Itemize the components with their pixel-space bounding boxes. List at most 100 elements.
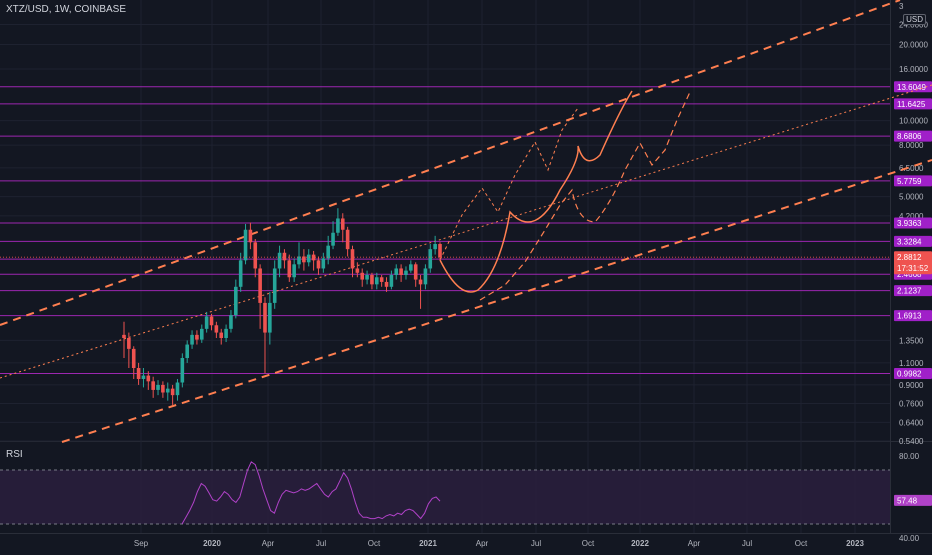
price-tick-label: 5.0000	[899, 193, 924, 202]
candle-body[interactable]	[379, 277, 384, 282]
candle-body[interactable]	[355, 268, 360, 273]
candle-body[interactable]	[297, 256, 301, 265]
candle-body[interactable]	[253, 242, 258, 269]
candle-body[interactable]	[209, 316, 214, 326]
level-price-label: 11.6425	[897, 100, 926, 109]
candle-body[interactable]	[268, 302, 272, 333]
candle-body[interactable]	[185, 344, 189, 359]
candle-body[interactable]	[423, 268, 428, 285]
candle-body[interactable]	[224, 328, 228, 339]
current-price-label: 2.8812	[897, 253, 922, 262]
candle-body[interactable]	[316, 260, 321, 269]
candle-body[interactable]	[272, 268, 277, 303]
candle-body[interactable]	[248, 229, 253, 243]
projection-path-tertiary[interactable]	[479, 91, 691, 301]
candle-body[interactable]	[282, 252, 287, 261]
candle-body[interactable]	[375, 277, 379, 285]
candle-body[interactable]	[311, 254, 316, 261]
candle-body[interactable]	[433, 243, 437, 250]
candle-body[interactable]	[195, 334, 199, 340]
candle-body[interactable]	[258, 268, 262, 303]
level-price-tag	[894, 175, 932, 187]
candle-body[interactable]	[302, 256, 306, 263]
candle-body[interactable]	[413, 264, 418, 280]
price-tick-label: 4.2000	[899, 212, 924, 221]
candle-body[interactable]	[238, 260, 243, 287]
rsi-value-tag	[894, 494, 932, 506]
candle-body[interactable]	[350, 249, 355, 269]
level-price-label: 3.9363	[897, 219, 922, 228]
candle-body[interactable]	[204, 316, 209, 329]
channel-upper-line[interactable]	[0, 0, 901, 326]
candle-body[interactable]	[370, 274, 374, 285]
rsi-tick-label: 80.00	[899, 452, 920, 461]
candle-body[interactable]	[340, 218, 345, 230]
channel-lower-line[interactable]	[61, 159, 932, 443]
projection-path-primary[interactable]	[439, 90, 633, 293]
candle-body[interactable]	[389, 274, 394, 287]
candle-body[interactable]	[384, 281, 389, 287]
time-tick-label: Sep	[134, 539, 149, 548]
candle-body[interactable]	[219, 332, 224, 339]
price-tick-label: 20.0000	[899, 41, 928, 50]
candle-body[interactable]	[156, 384, 160, 390]
candle-body[interactable]	[438, 243, 442, 258]
candle-body[interactable]	[165, 388, 170, 393]
candle-body[interactable]	[161, 384, 165, 393]
time-tick-label: 2021	[419, 539, 437, 548]
price-tick-label: 10.0000	[899, 117, 928, 126]
level-price-label: 2.4668	[897, 270, 922, 279]
candle-body[interactable]	[229, 315, 233, 329]
candle-body[interactable]	[428, 249, 433, 269]
candle-body[interactable]	[146, 375, 151, 382]
candle-body[interactable]	[151, 381, 155, 390]
candle-body[interactable]	[122, 334, 126, 339]
candle-body[interactable]	[131, 348, 136, 369]
price-tick-label: 1.1000	[899, 359, 924, 368]
candle-body[interactable]	[180, 358, 185, 383]
candle-body[interactable]	[141, 375, 146, 379]
time-tick-label: Jul	[531, 539, 541, 548]
candle-body[interactable]	[263, 302, 267, 333]
candle-body[interactable]	[190, 334, 194, 345]
candle-body[interactable]	[277, 252, 282, 269]
time-tick-label: Jul	[742, 539, 752, 548]
candle-body[interactable]	[409, 264, 413, 271]
price-tick-label: 0.7600	[899, 399, 924, 408]
price-tick-label: 0.9000	[899, 381, 924, 390]
candle-body[interactable]	[175, 382, 180, 396]
candle-body[interactable]	[399, 268, 403, 275]
time-tick-label: Apr	[688, 539, 701, 548]
bar-countdown-label: 17:31:52	[897, 264, 929, 273]
candle-body[interactable]	[326, 245, 330, 259]
candle-body[interactable]	[321, 258, 326, 269]
currency-unit-label[interactable]: USD	[903, 14, 926, 25]
level-price-tag	[894, 310, 932, 322]
rsi-pane-label[interactable]: RSI	[6, 449, 23, 460]
candle-body[interactable]	[136, 368, 141, 379]
candle-body[interactable]	[418, 279, 423, 285]
level-price-label: 2.1237	[897, 287, 922, 296]
candle-body[interactable]	[170, 388, 175, 396]
candle-body[interactable]	[199, 328, 204, 340]
candle-body[interactable]	[365, 274, 369, 280]
candle-body[interactable]	[214, 325, 219, 333]
candle-body[interactable]	[331, 232, 335, 246]
rsi-line[interactable]	[181, 461, 441, 525]
candle-body[interactable]	[234, 286, 238, 316]
projection-path-secondary[interactable]	[439, 107, 579, 261]
candle-body[interactable]	[394, 268, 399, 275]
candle-body[interactable]	[243, 229, 248, 261]
candle-body[interactable]	[127, 338, 131, 349]
candle-body[interactable]	[345, 229, 350, 250]
candle-body[interactable]	[292, 264, 296, 278]
candle-body[interactable]	[336, 218, 340, 233]
candle-body[interactable]	[404, 270, 408, 275]
symbol-title[interactable]: XTZ/USD, 1W, COINBASE	[6, 4, 127, 15]
candle-body[interactable]	[287, 260, 292, 278]
candle-body[interactable]	[360, 272, 365, 280]
level-price-tag	[894, 130, 932, 142]
candle-body[interactable]	[306, 254, 311, 263]
